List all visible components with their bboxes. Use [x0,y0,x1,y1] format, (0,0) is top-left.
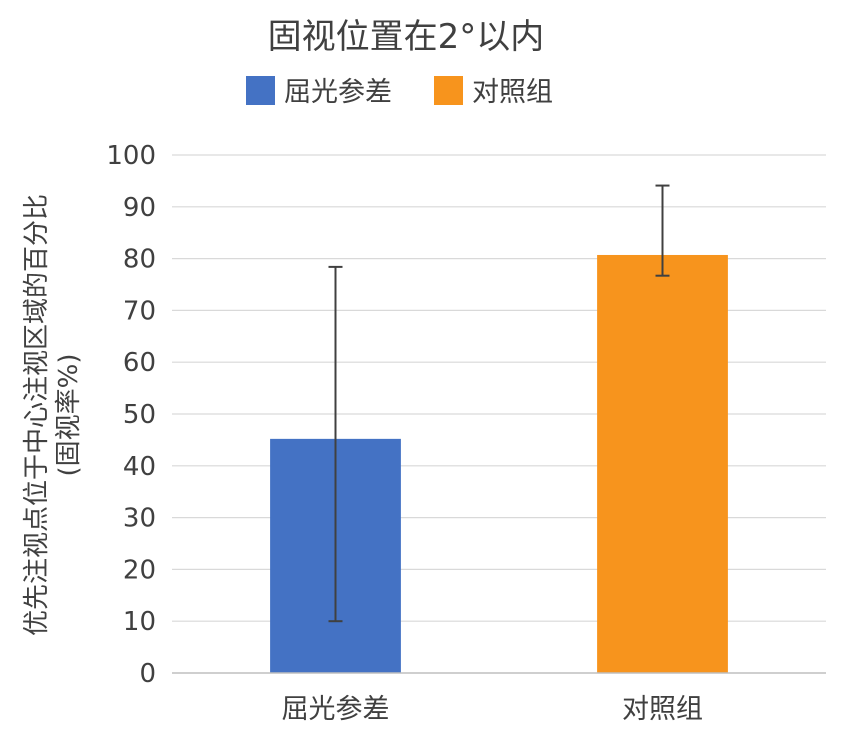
x-category-label-0: 屈光参差 [282,694,390,725]
chart-title: 固视位置在2°以内 [268,17,545,57]
y-tick-label-80: 80 [123,245,156,275]
bars [270,254,728,673]
y-tick-label-40: 40 [123,452,156,482]
legend-swatch-0 [246,76,275,105]
y-tick-label-10: 10 [123,607,156,637]
y-tick-label-90: 90 [123,193,156,223]
legend-label-0: 屈光参差 [284,77,392,108]
y-tick-label-0: 0 [139,659,156,689]
error-bar-1 [655,184,670,277]
y-axis-label-line1: 优先注视点位于中心注视区域的百分比 [22,194,52,636]
y-tick-label-50: 50 [123,400,156,430]
y-axis-label-line2: (固视率%) [54,354,84,477]
legend-swatch-1 [434,76,463,105]
y-tick-label-30: 30 [123,504,156,534]
error-bar-0 [328,265,343,623]
y-axis-label: 优先注视点位于中心注视区域的百分比 (固视率%) [22,194,84,636]
legend: 屈光参差 对照组 [246,76,553,108]
y-tick-label-100: 100 [106,141,156,171]
x-category-label-1: 对照组 [622,694,703,725]
y-axis-ticks: 0 10 20 30 40 50 60 70 80 90 100 [106,141,156,689]
y-tick-label-70: 70 [123,296,156,326]
y-tick-label-20: 20 [123,555,156,585]
x-axis-categories: 屈光参差 对照组 [282,694,704,725]
y-tick-label-60: 60 [123,348,156,378]
error-bars [328,184,670,623]
bar-1 [597,254,728,673]
legend-label-1: 对照组 [472,77,553,108]
